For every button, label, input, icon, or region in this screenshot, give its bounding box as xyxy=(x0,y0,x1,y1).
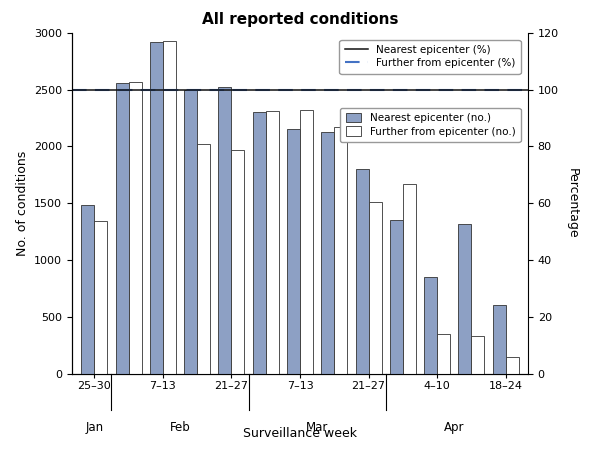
Bar xyxy=(506,356,519,374)
Bar xyxy=(424,277,437,374)
Bar xyxy=(334,127,347,374)
Title: All reported conditions: All reported conditions xyxy=(202,12,398,28)
Bar xyxy=(287,129,300,374)
Text: Mar: Mar xyxy=(306,421,328,434)
Bar xyxy=(218,87,232,374)
Y-axis label: No. of conditions: No. of conditions xyxy=(16,150,29,256)
Text: Apr: Apr xyxy=(444,421,464,434)
Bar xyxy=(150,42,163,374)
Bar xyxy=(403,184,416,374)
Bar xyxy=(356,169,368,374)
Bar xyxy=(232,150,244,374)
Bar xyxy=(94,221,107,374)
Bar xyxy=(116,83,128,374)
Text: Jan: Jan xyxy=(85,421,103,434)
Bar xyxy=(321,132,334,374)
Bar xyxy=(128,82,142,374)
Bar xyxy=(184,90,197,374)
Legend: Nearest epicenter (no.), Further from epicenter (no.): Nearest epicenter (no.), Further from ep… xyxy=(340,108,521,142)
Bar xyxy=(458,224,472,374)
Bar xyxy=(390,220,403,374)
Bar xyxy=(472,336,484,374)
Bar xyxy=(437,334,450,374)
Bar xyxy=(368,202,382,374)
Bar xyxy=(253,112,266,374)
Text: Feb: Feb xyxy=(170,421,190,434)
Y-axis label: Percentage: Percentage xyxy=(565,168,578,239)
Bar xyxy=(266,111,279,374)
Bar xyxy=(300,110,313,374)
X-axis label: Surveillance week: Surveillance week xyxy=(243,427,357,439)
Bar xyxy=(493,305,506,374)
Bar xyxy=(197,144,210,374)
Bar xyxy=(163,41,176,374)
Bar xyxy=(81,205,94,374)
